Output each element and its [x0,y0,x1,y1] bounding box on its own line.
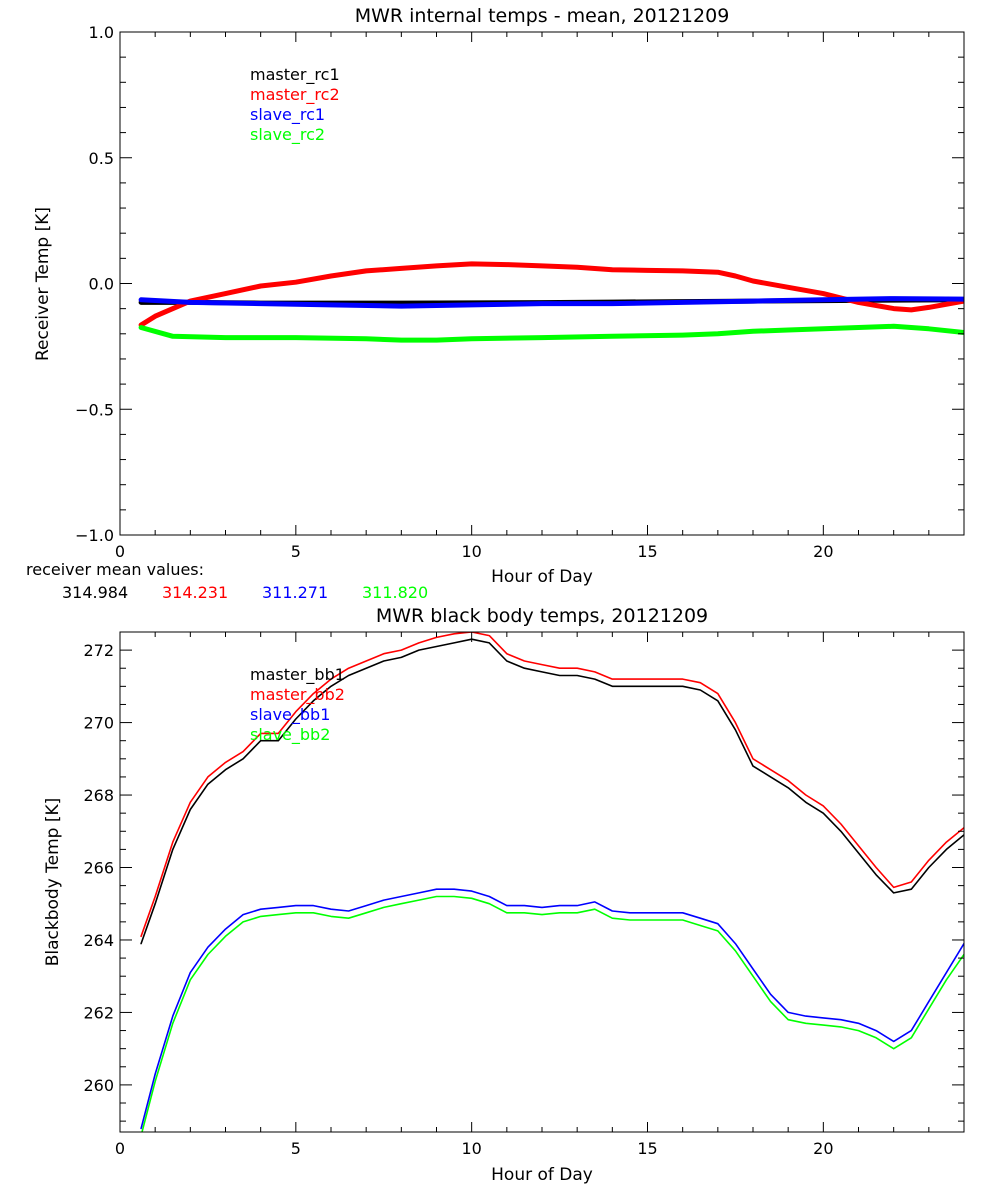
mean-value-slave-rc2: 311.820 [362,583,428,602]
x-axis-label: Hour of Day [491,567,593,587]
x-tick-label: 0 [115,1139,125,1158]
axes-frame [119,631,965,1133]
x-tick-label: 20 [813,1139,833,1158]
axes-frame [119,31,965,536]
legend-entry-master-bb1: master_bb1 [250,665,345,685]
y-tick-label: 262 [83,1003,114,1022]
y-tick-label: 0.5 [89,149,114,168]
legend-entry-slave-rc2: slave_rc2 [250,125,325,145]
y-tick-label: 270 [83,714,114,733]
legend-entry-master-rc2: master_rc2 [250,85,340,105]
mean-value-master-rc2: 314.231 [162,583,228,602]
x-tick-label: 15 [637,542,657,561]
series-line-master-bb2 [140,632,964,938]
y-tick-label: 260 [83,1076,114,1095]
chart-title: MWR black body temps, 20121209 [376,605,708,627]
ticks: 0 5 10 15 20 −1.0 −0.5 0.0 0.5 1.0 [75,23,965,561]
y-tick-label: 0.0 [89,275,114,294]
y-axis-label: Blackbody Temp [K] [43,798,63,967]
x-tick-label: 10 [461,542,481,561]
y-tick-label: −1.0 [75,526,114,545]
series-line-slave-rc1 [138,296,964,309]
legend-entry-slave-rc1: slave_rc1 [250,105,325,125]
ticks: 0 5 10 15 20 260 262 264 266 268 270 272 [83,631,965,1158]
legend-entry-master-bb2: master_bb2 [250,685,345,705]
legend-entry-slave-bb2: slave_bb2 [250,725,330,745]
x-axis-label: Hour of Day [491,1165,593,1185]
chart-title: MWR internal temps - mean, 20121209 [355,5,730,27]
series-line-master-bb1 [140,638,964,945]
legend-entry-slave-bb1: slave_bb1 [250,705,330,725]
mean-value-slave-rc1: 311.271 [262,583,328,602]
x-tick-label: 20 [813,542,833,561]
y-tick-label: 272 [83,641,114,660]
x-tick-label: 10 [461,1139,481,1158]
series-line-slave-bb1 [140,888,964,1130]
x-tick-label: 5 [291,1139,301,1158]
y-tick-label: 268 [83,786,114,805]
y-tick-label: 266 [83,859,114,878]
mean-values-caption: receiver mean values: [26,560,204,579]
legend-entry-master-rc1: master_rc1 [250,65,340,85]
x-tick-label: 15 [637,1139,657,1158]
x-tick-label: 5 [291,542,301,561]
x-tick-label: 0 [115,542,125,561]
series-line-master-rc2 [138,261,964,328]
receiver-mean-values: receiver mean values: 314.984 314.231 31… [26,560,428,602]
plot-area [138,261,964,343]
receiver-temp-panel: MWR internal temps - mean, 20121209 0 5 10… [33,5,965,587]
series-line-slave-rc2 [138,323,964,343]
series-line-slave-bb2 [141,895,964,1132]
y-tick-label: 1.0 [89,23,114,42]
mean-value-master-rc1: 314.984 [62,583,128,602]
y-tick-label: 264 [83,931,114,950]
blackbody-temp-panel: MWR black body temps, 20121209 0 5 10 15 20 2… [43,605,965,1185]
y-axis-label: Receiver Temp [K] [33,207,53,361]
y-tick-label: −0.5 [75,400,114,419]
plot-area [140,632,964,1132]
